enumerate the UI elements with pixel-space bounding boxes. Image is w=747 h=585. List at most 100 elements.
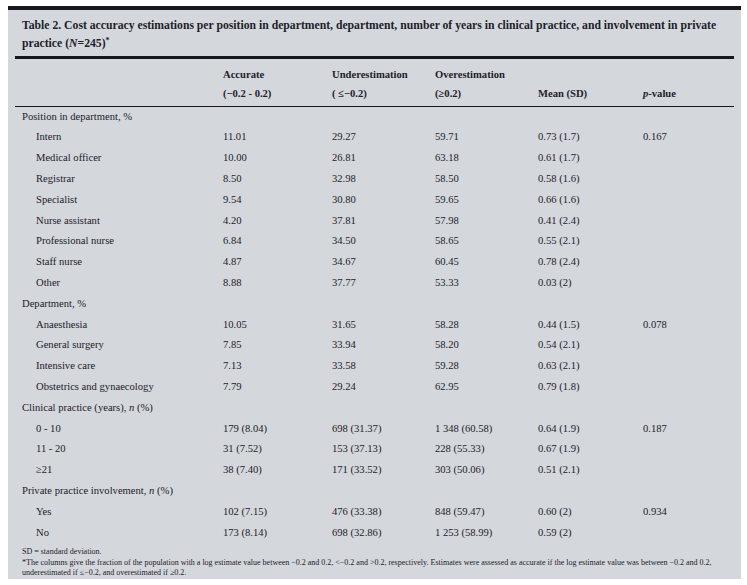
overestimation-value: 1 253 (58.99) [435, 523, 538, 544]
accurate-value: 9.54 [223, 190, 332, 211]
underestimation-value: 30.80 [332, 190, 435, 211]
table-row: Nurse assistant4.2037.8157.980.41 (2.4) [15, 211, 734, 232]
p-value [643, 335, 734, 356]
accurate-value: 6.84 [223, 231, 332, 252]
section-header-row: Department, % [15, 294, 734, 315]
table-row: Medical officer10.0026.8163.180.61 (1.7) [15, 148, 734, 169]
mean-sd-value: 0.61 (1.7) [538, 148, 643, 169]
section-header-segment: (%) [154, 485, 173, 496]
p-value [643, 377, 734, 398]
row-label: Intern [15, 127, 223, 148]
table-header: Accurate (−0.2 - 0.2) Underestimation ( … [15, 59, 734, 107]
section-header-row: Position in department, % [15, 106, 734, 127]
table-title-asterisk: * [106, 36, 110, 45]
accurate-value: 31 (7.52) [223, 439, 332, 460]
table-row: Professional nurse6.8434.5058.650.55 (2.… [15, 231, 734, 252]
p-value: 0.078 [643, 315, 734, 336]
underestimation-value: 26.81 [332, 148, 435, 169]
col-header-overestimation: Overestimation (≥0.2) [435, 59, 538, 107]
underestimation-value: 34.67 [332, 252, 435, 273]
mean-sd-value: 0.64 (1.9) [538, 419, 643, 440]
row-label: Professional nurse [15, 231, 223, 252]
col-header-accurate: Accurate (−0.2 - 0.2) [223, 59, 332, 107]
col-header-p-rest: -value [648, 88, 676, 99]
overestimation-value: 59.65 [435, 190, 538, 211]
accurate-value: 38 (7.40) [223, 460, 332, 481]
mean-sd-value: 0.67 (1.9) [538, 439, 643, 460]
mean-sd-value: 0.51 (2.1) [538, 460, 643, 481]
row-label: Staff nurse [15, 252, 223, 273]
overestimation-value: 58.28 [435, 315, 538, 336]
accurate-value: 4.87 [223, 252, 332, 273]
footnotes: SD = standard deviation. *The columns gi… [22, 547, 734, 579]
p-value [643, 211, 734, 232]
table-row: No173 (8.14)698 (32.86)1 253 (58.99)0.59… [15, 523, 734, 544]
overestimation-value: 59.28 [435, 356, 538, 377]
p-value [643, 169, 734, 190]
overestimation-value: 58.65 [435, 231, 538, 252]
col-header-overestimation-line1: Overestimation [435, 66, 538, 84]
table-2-panel: Table 2. Cost accuracy estimations per p… [8, 6, 741, 579]
p-value [643, 231, 734, 252]
mean-sd-value: 0.60 (2) [538, 502, 643, 523]
section-header-segment: Clinical practice (years), [22, 402, 129, 413]
row-label: 11 - 20 [15, 439, 223, 460]
table-row: Anaesthesia10.0531.6558.280.44 (1.5)0.07… [15, 315, 734, 336]
underestimation-value: 34.50 [332, 231, 435, 252]
table-title-text: Table 2. Cost accuracy estimations per p… [22, 19, 716, 50]
accurate-value: 7.79 [223, 377, 332, 398]
underestimation-value: 171 (33.52) [332, 460, 435, 481]
col-header-empty [15, 59, 223, 107]
p-value: 0.934 [643, 502, 734, 523]
row-label: Yes [15, 502, 223, 523]
p-value [643, 356, 734, 377]
footnote-asterisk: *The columns give the fraction of the po… [22, 558, 734, 579]
accurate-value: 179 (8.04) [223, 419, 332, 440]
mean-sd-value: 0.66 (1.6) [538, 190, 643, 211]
accurate-value: 173 (8.14) [223, 523, 332, 544]
mean-sd-value: 0.44 (1.5) [538, 315, 643, 336]
section-header-label: Department, % [15, 294, 734, 315]
col-header-mean-sd-label: Mean (SD) [538, 84, 643, 103]
row-label: General surgery [15, 335, 223, 356]
mean-sd-value: 0.03 (2) [538, 273, 643, 294]
section-header-label: Clinical practice (years), n (%) [15, 398, 734, 419]
mean-sd-value: 0.54 (2.1) [538, 335, 643, 356]
underestimation-value: 37.77 [332, 273, 435, 294]
p-value [643, 252, 734, 273]
accurate-value: 7.85 [223, 335, 332, 356]
underestimation-value: 31.65 [332, 315, 435, 336]
col-header-p-value: p-value [643, 59, 734, 107]
accurate-value: 102 (7.15) [223, 502, 332, 523]
underestimation-value: 698 (32.86) [332, 523, 435, 544]
overestimation-value: 58.50 [435, 169, 538, 190]
underestimation-value: 29.24 [332, 377, 435, 398]
table-title: Table 2. Cost accuracy estimations per p… [22, 18, 727, 51]
table-row: Intensive care7.1333.5859.280.63 (2.1) [15, 356, 734, 377]
cost-accuracy-table: Accurate (−0.2 - 0.2) Underestimation ( … [15, 59, 734, 544]
section-header-segment: (%) [134, 402, 153, 413]
table-row: Intern11.0129.2759.710.73 (1.7)0.167 [15, 127, 734, 148]
accurate-value: 8.50 [223, 169, 332, 190]
row-label: Anaesthesia [15, 315, 223, 336]
mean-sd-value: 0.63 (2.1) [538, 356, 643, 377]
row-label: Specialist [15, 190, 223, 211]
section-header-segment: Position in department, % [22, 111, 132, 122]
row-label: Intensive care [15, 356, 223, 377]
table-row: Obstetrics and gynaecology7.7929.2462.95… [15, 377, 734, 398]
underestimation-value: 33.94 [332, 335, 435, 356]
overestimation-value: 62.95 [435, 377, 538, 398]
underestimation-value: 33.58 [332, 356, 435, 377]
row-label: Other [15, 273, 223, 294]
col-header-underestimation-line2: ( ≤−0.2) [332, 84, 435, 103]
underestimation-value: 37.81 [332, 211, 435, 232]
section-header-row: Private practice involvement, n (%) [15, 481, 734, 502]
header-row: Accurate (−0.2 - 0.2) Underestimation ( … [15, 59, 734, 107]
table-row: Specialist9.5430.8059.650.66 (1.6) [15, 190, 734, 211]
overestimation-value: 303 (50.06) [435, 460, 538, 481]
table-row: ≥2138 (7.40)171 (33.52)303 (50.06)0.51 (… [15, 460, 734, 481]
col-header-underestimation-line1: Underestimation [332, 66, 435, 84]
p-value: 0.187 [643, 419, 734, 440]
col-header-mean-sd: Mean (SD) [538, 59, 643, 107]
section-header-row: Clinical practice (years), n (%) [15, 398, 734, 419]
